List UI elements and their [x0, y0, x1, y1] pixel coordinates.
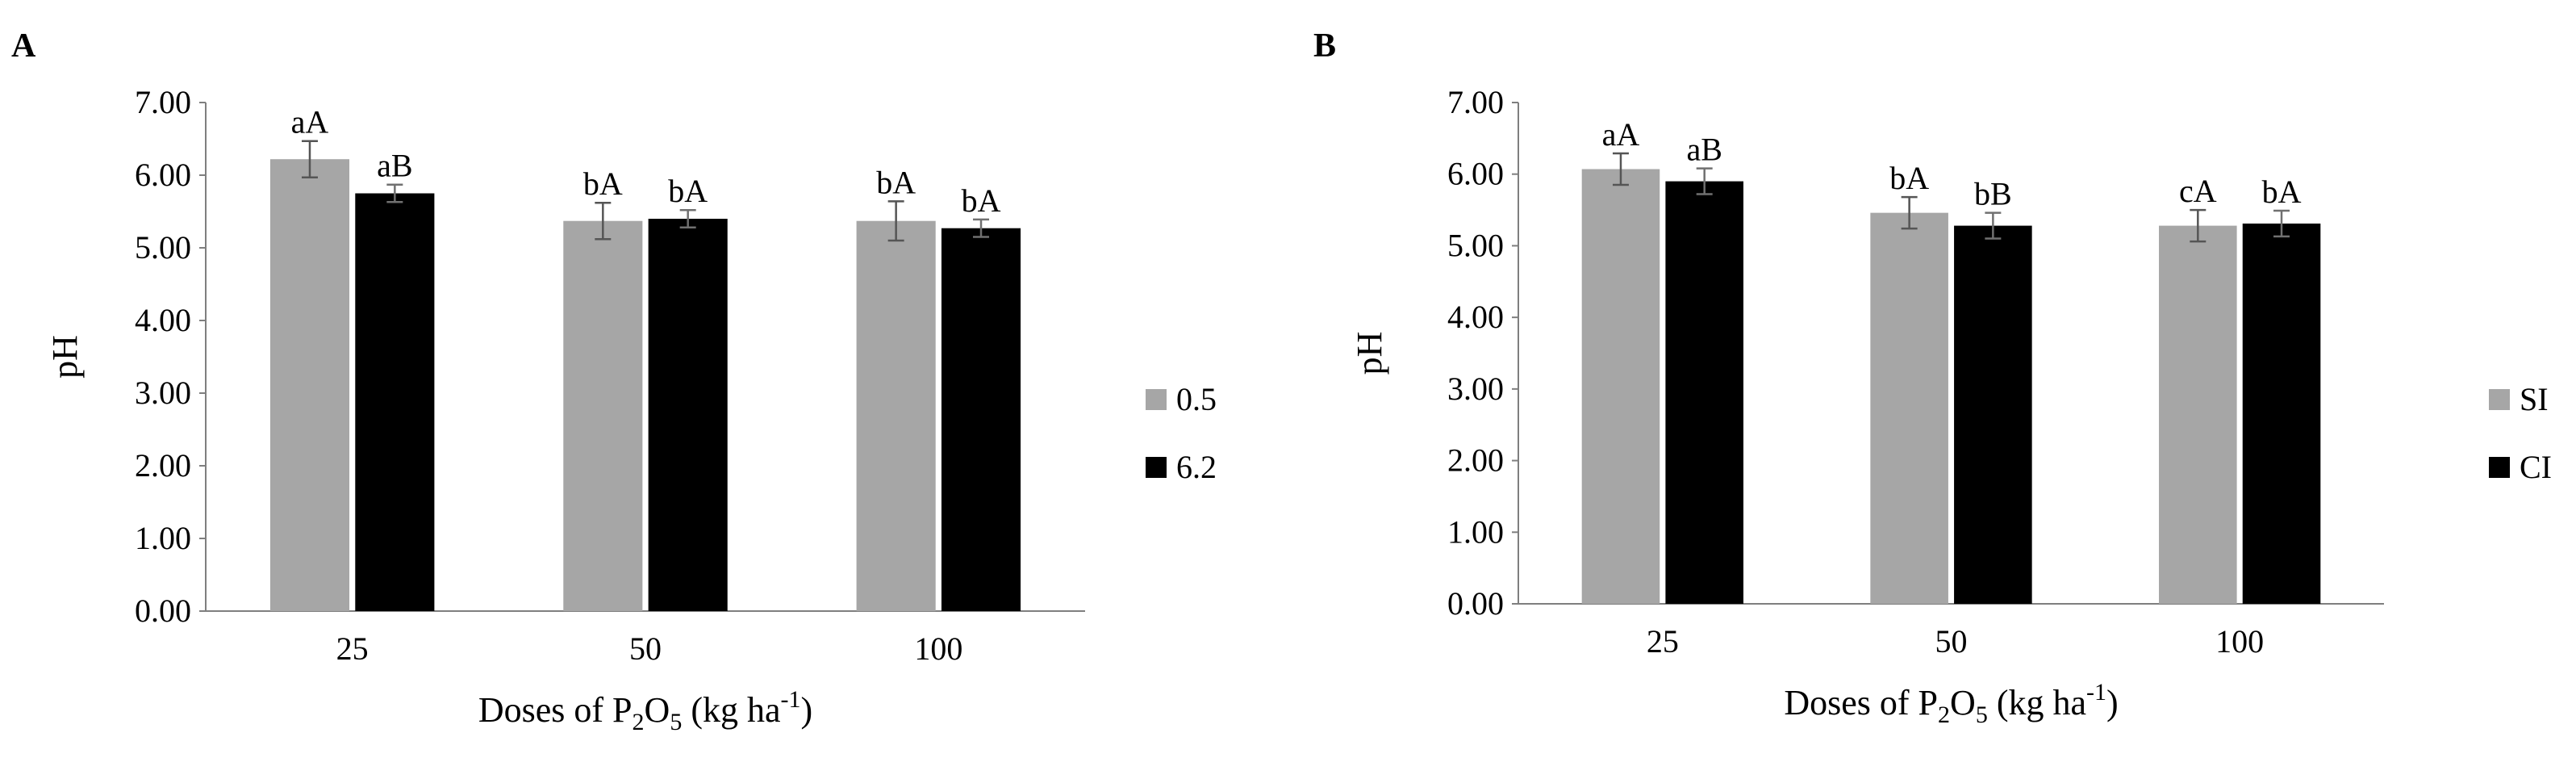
- significance-label: bA: [876, 164, 916, 200]
- y-tick-label: 2.00: [1447, 442, 1504, 479]
- x-axis-title-part: ): [801, 690, 813, 730]
- y-tick-label: 7.00: [1447, 84, 1504, 120]
- legend-swatch-CI: [2489, 457, 2510, 478]
- x-tick-label: 100: [2215, 623, 2264, 660]
- x-axis-title-part: Doses of P: [478, 690, 633, 730]
- legend-swatch-SI: [2489, 389, 2510, 410]
- chart-panel-b: B 0.00 1.00 2.00 3.00 4.00 5.00 6.00 7.00 pH aA aB 2…: [1313, 27, 2552, 728]
- significance-label: aA: [1602, 116, 1640, 153]
- x-axis-title-part: 5: [670, 709, 682, 735]
- bar-0.5-100: [856, 220, 936, 611]
- x-tick-label: 25: [1647, 623, 1679, 660]
- legend-label: SI: [2520, 381, 2549, 417]
- x-axis-title: Doses of P2O5 (kg ha-1): [1784, 679, 2118, 728]
- bar-CI-25: [1665, 181, 1743, 605]
- x-axis-title-part: O: [645, 690, 670, 730]
- significance-label: aB: [1686, 132, 1722, 168]
- legend-swatch-6.2: [1146, 457, 1167, 478]
- bar-6.2-25: [355, 193, 435, 611]
- y-axis-title: pH: [45, 335, 85, 379]
- x-tick-label: 50: [1935, 623, 1968, 660]
- legend-label: CI: [2520, 449, 2552, 485]
- legend-swatch-0.5: [1146, 389, 1167, 410]
- legend-label: 6.2: [1176, 449, 1217, 485]
- y-tick-label: 4.00: [1447, 299, 1504, 335]
- significance-label: bA: [668, 173, 708, 209]
- x-axis-title-part: 2: [1938, 701, 1950, 728]
- y-tick-label: 1.00: [135, 520, 191, 556]
- bar-SI-100: [2159, 225, 2237, 604]
- y-tick-label: 4.00: [135, 302, 191, 338]
- chart-panel-a: A 0.00 1.00 2.00 3.00 4.00 5.00 6.00 7.00 pH aA aB 2…: [11, 27, 1217, 735]
- x-axis-title-part: (kg ha: [1988, 683, 2086, 722]
- significance-label: aB: [377, 148, 412, 184]
- significance-label: bB: [1974, 176, 2012, 212]
- y-tick-label: 1.00: [1447, 513, 1504, 550]
- x-axis-title: Doses of P2O5 (kg ha-1): [478, 686, 812, 735]
- y-tick-label: 7.00: [135, 84, 191, 120]
- x-axis-title-part: 2: [633, 709, 645, 735]
- significance-label: bA: [962, 182, 1001, 219]
- x-axis-title-part: O: [1950, 683, 1976, 722]
- significance-label: aA: [291, 104, 329, 140]
- bar-0.5-50: [563, 220, 643, 611]
- significance-label: bA: [2262, 174, 2302, 210]
- y-tick-label: 3.00: [1447, 371, 1504, 407]
- x-axis-title-part: -1: [781, 686, 801, 713]
- panel-label: A: [11, 27, 36, 65]
- legend-label: 0.5: [1176, 381, 1217, 417]
- x-axis-title-part: 5: [1976, 701, 1988, 728]
- x-axis-title-part: -1: [2086, 679, 2106, 706]
- bar-SI-50: [1870, 212, 1948, 604]
- bar-0.5-25: [269, 159, 350, 611]
- significance-label: cA: [2179, 173, 2217, 209]
- bar-SI-25: [1581, 169, 1660, 605]
- y-tick-label: 0.00: [135, 593, 191, 629]
- y-tick-label: 0.00: [1447, 585, 1504, 622]
- bar-6.2-100: [941, 228, 1021, 611]
- y-tick-label: 5.00: [1447, 227, 1504, 263]
- x-tick-label: 100: [914, 630, 962, 667]
- y-tick-label: 2.00: [135, 447, 191, 484]
- x-tick-label: 25: [336, 630, 369, 667]
- y-axis-title: pH: [1350, 332, 1389, 375]
- x-axis-title-part: ): [2106, 683, 2119, 722]
- x-axis-title-part: Doses of P: [1784, 683, 1938, 722]
- significance-label: bA: [583, 165, 623, 202]
- bar-CI-50: [1954, 225, 2032, 604]
- x-axis-title-part: (kg ha: [682, 690, 780, 730]
- panel-label: B: [1313, 27, 1336, 65]
- y-tick-label: 5.00: [135, 229, 191, 266]
- significance-label: bA: [1889, 160, 1929, 196]
- x-tick-label: 50: [629, 630, 662, 667]
- bar-6.2-50: [648, 219, 728, 611]
- y-tick-label: 6.00: [1447, 156, 1504, 192]
- bar-CI-100: [2242, 223, 2321, 604]
- y-tick-label: 3.00: [135, 375, 191, 411]
- y-tick-label: 6.00: [135, 157, 191, 193]
